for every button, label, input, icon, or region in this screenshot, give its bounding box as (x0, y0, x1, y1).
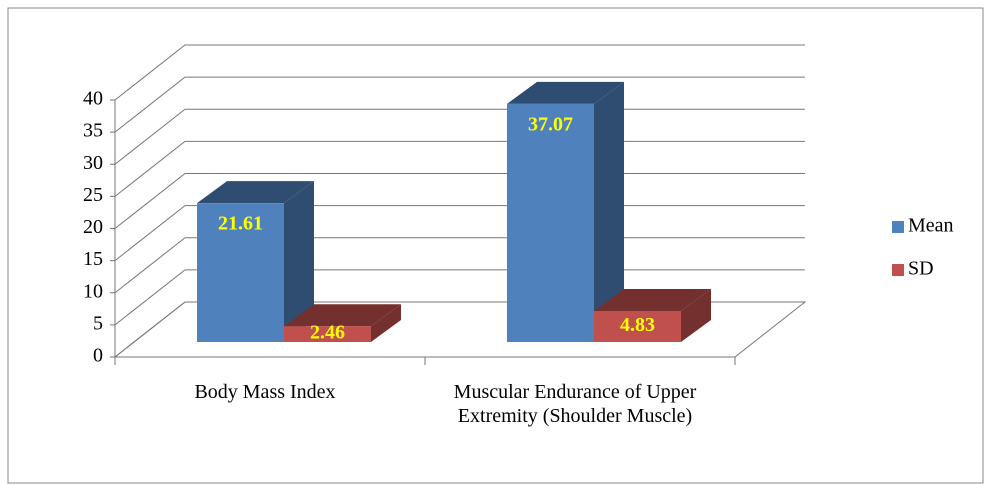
y-tick-label: 10 (83, 280, 103, 302)
value-label: 2.46 (310, 322, 345, 344)
y-tick-label: 25 (83, 184, 103, 206)
bar-top (594, 288, 711, 311)
y-tick-label: 5 (93, 312, 103, 334)
y-tick-label: 35 (83, 120, 103, 142)
grid-line (114, 44, 805, 101)
y-tick-label: 30 (83, 152, 103, 174)
y-tick-label: 15 (83, 248, 103, 270)
x-tick-label: Body Mass Index (194, 381, 336, 403)
bar-top (284, 304, 401, 327)
bar (594, 310, 681, 342)
value-label: 37.07 (528, 113, 573, 135)
bar-side (594, 81, 624, 342)
bar-top (507, 81, 624, 104)
bar-side (371, 304, 401, 342)
y-tick-label: 20 (83, 216, 103, 238)
grid-line (114, 76, 805, 133)
legend-label: SD (908, 258, 934, 280)
grid-line (114, 108, 805, 165)
value-label: 4.83 (620, 314, 655, 336)
bar-side (284, 181, 314, 342)
bar (507, 103, 594, 342)
bar-side (681, 288, 711, 342)
legend-swatch (892, 264, 904, 276)
chart-border (7, 7, 984, 484)
value-label: 21.61 (218, 213, 263, 235)
x-tick-label: Muscular Endurance of Upper Extremity (S… (453, 381, 697, 427)
legend-label: Mean (908, 215, 954, 237)
bar (284, 326, 371, 342)
bar-top (197, 181, 314, 204)
legend-swatch (892, 221, 904, 233)
y-tick-label: 40 (83, 88, 103, 110)
bar (197, 203, 284, 342)
y-tick-label: 0 (93, 345, 103, 367)
